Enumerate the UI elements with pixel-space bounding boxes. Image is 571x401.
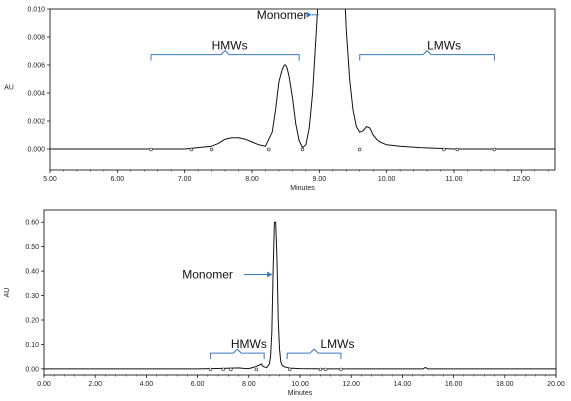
integration-marker xyxy=(254,367,259,372)
x-tick-label: 9.00 xyxy=(313,176,327,183)
x-tick-label: 8.00 xyxy=(242,381,256,388)
annotation-monomer: Monomer xyxy=(257,8,308,22)
integration-marker xyxy=(318,367,323,372)
annotation-bracket xyxy=(150,49,300,61)
series-line xyxy=(44,221,556,370)
integration-marker xyxy=(442,147,446,152)
y-tick-label: 0.000 xyxy=(27,147,45,154)
series-line xyxy=(50,9,555,150)
y-axis-label: AU xyxy=(4,85,14,92)
annotation-monomer: Monomer xyxy=(182,267,233,281)
integration-marker xyxy=(208,367,213,372)
y-tick-label: 0.30 xyxy=(25,293,39,300)
x-axis-label: Minutes xyxy=(288,390,313,397)
x-tick-label: 8.00 xyxy=(245,176,259,183)
integration-marker xyxy=(267,147,271,152)
integration-marker xyxy=(229,367,233,372)
y-tick-label: 0.002 xyxy=(27,119,45,126)
integration-marker xyxy=(492,147,497,152)
y-tick-label: 0.008 xyxy=(27,35,45,42)
y-tick-label: 0.010 xyxy=(27,7,45,14)
y-tick-label: 0.50 xyxy=(25,244,39,251)
annotation-arrowhead xyxy=(306,11,312,18)
x-tick-label: 0.00 xyxy=(37,381,51,388)
annotation-bracket xyxy=(209,348,265,360)
annotation-bracket xyxy=(286,348,342,360)
x-tick-label: 18.00 xyxy=(496,381,514,388)
x-tick-label: 20.00 xyxy=(547,381,565,388)
y-tick-label: 0.40 xyxy=(25,269,39,276)
annotation-hmws: HMWs xyxy=(212,39,248,53)
integration-marker xyxy=(323,367,328,372)
x-tick-label: 11.00 xyxy=(446,176,463,183)
integration-marker xyxy=(149,147,153,152)
chart-top-panel: 5.00 6.00 7.00 8.00 9.00 10.00 11.00 12.00 0.000… xyxy=(4,7,556,192)
annotation-bracket xyxy=(359,49,495,61)
x-tick-label: 12.00 xyxy=(342,381,360,388)
y-tick-label: 0.60 xyxy=(25,220,39,227)
x-tick-label: 6.00 xyxy=(191,381,205,388)
integration-marker xyxy=(455,147,460,152)
annotation-arrowhead xyxy=(267,271,273,278)
y-tick-label: 0.006 xyxy=(27,63,45,70)
plot-frame xyxy=(49,8,556,171)
integration-marker xyxy=(209,147,214,152)
y-tick-label: 0.00 xyxy=(25,366,39,373)
integration-marker xyxy=(189,147,194,152)
integration-marker xyxy=(339,367,343,372)
integration-marker xyxy=(358,147,362,152)
annotation-hmws: HMWs xyxy=(231,337,267,351)
y-axis-label: AU xyxy=(4,288,11,298)
chart-bottom-panel: 0.00 2.00 4.00 6.00 8.00 10.00 12.00 14.00 16.00… xyxy=(4,209,565,397)
x-tick-label: 16.00 xyxy=(445,381,463,388)
x-tick-label: 7.00 xyxy=(178,176,192,183)
x-tick-label: 2.00 xyxy=(88,381,102,388)
x-tick-label: 10.00 xyxy=(378,176,396,183)
plot-frame xyxy=(43,209,557,376)
annotation-lmws: LMWs xyxy=(427,39,461,53)
x-tick-label: 6.00 xyxy=(111,176,125,183)
x-tick-label: 12.00 xyxy=(513,176,531,183)
x-tick-label: 14.00 xyxy=(394,381,412,388)
integration-marker xyxy=(300,147,305,152)
x-tick-label: 10.00 xyxy=(291,381,309,388)
integration-marker xyxy=(221,367,225,372)
y-tick-label: 0.20 xyxy=(25,318,39,325)
x-tick-label: 4.00 xyxy=(140,381,154,388)
x-tick-label: 5.00 xyxy=(43,176,57,183)
x-axis-label: Minutes xyxy=(290,185,315,192)
annotation-lmws: LMWs xyxy=(320,337,354,351)
integration-marker xyxy=(288,367,292,372)
y-tick-label: 0.10 xyxy=(25,342,39,349)
y-tick-label: 0.004 xyxy=(27,91,45,98)
